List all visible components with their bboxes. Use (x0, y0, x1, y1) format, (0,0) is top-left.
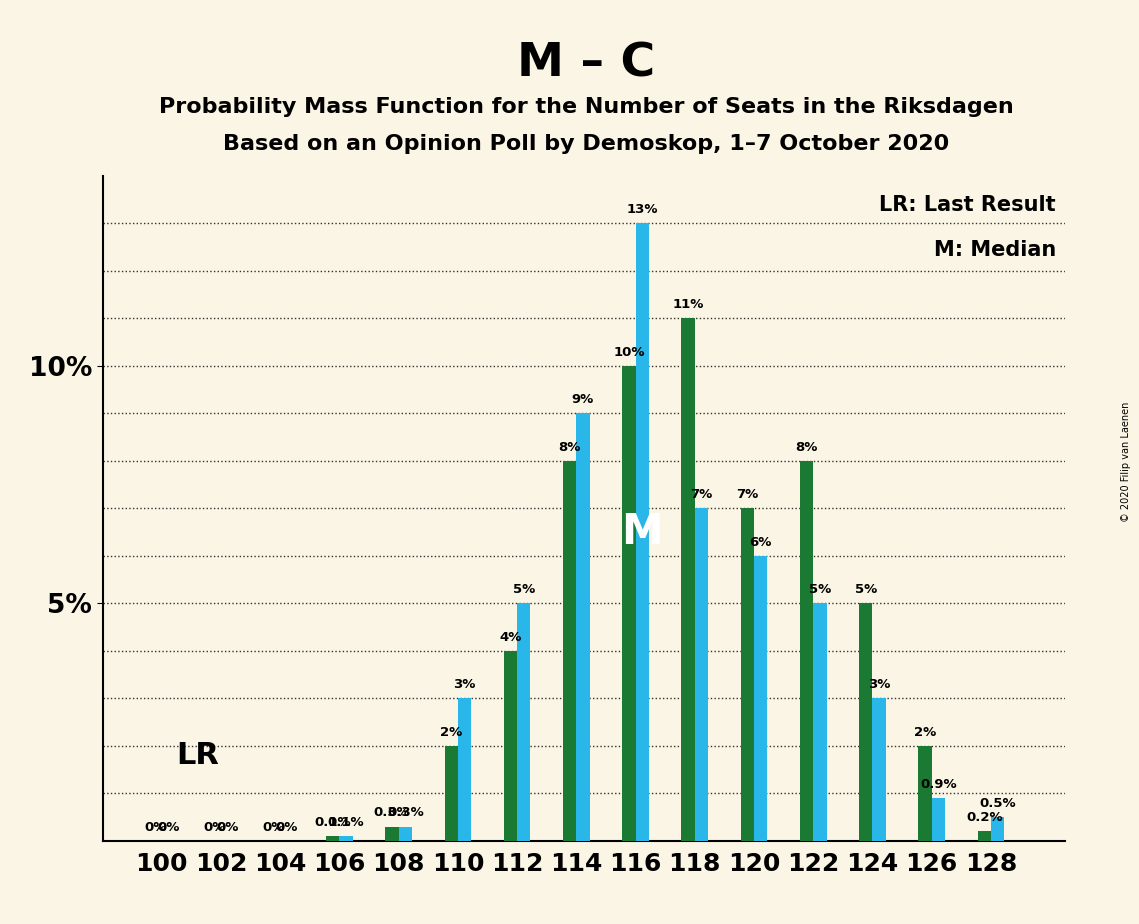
Bar (399, 827, 412, 841)
Bar (503, 650, 517, 841)
Text: 7%: 7% (736, 488, 759, 501)
Bar (932, 798, 945, 841)
Text: 0%: 0% (262, 821, 285, 833)
Bar (991, 817, 1005, 841)
Bar (385, 827, 399, 841)
Bar (918, 746, 932, 841)
Text: M: M (622, 511, 663, 553)
Text: 0.2%: 0.2% (966, 811, 1002, 824)
Bar (800, 461, 813, 841)
Bar (754, 555, 768, 841)
Text: 0%: 0% (157, 821, 180, 833)
Text: 5%: 5% (809, 583, 831, 596)
Text: 6%: 6% (749, 536, 772, 549)
Text: 0.5%: 0.5% (980, 797, 1016, 810)
Bar (576, 413, 590, 841)
Bar (813, 603, 827, 841)
Text: 5%: 5% (854, 583, 877, 596)
Text: 9%: 9% (572, 393, 595, 406)
Text: 7%: 7% (690, 488, 713, 501)
Bar (859, 603, 872, 841)
Bar (563, 461, 576, 841)
Text: 11%: 11% (672, 298, 704, 311)
Text: 0%: 0% (216, 821, 239, 833)
Text: 2%: 2% (440, 725, 462, 738)
Text: 0%: 0% (203, 821, 226, 833)
Bar (636, 223, 649, 841)
Bar (339, 836, 353, 841)
Text: M – C: M – C (517, 42, 656, 87)
Text: 2%: 2% (913, 725, 936, 738)
Text: Based on an Opinion Poll by Demoskop, 1–7 October 2020: Based on an Opinion Poll by Demoskop, 1–… (223, 134, 950, 154)
Text: M: Median: M: Median (934, 239, 1056, 260)
Bar (681, 318, 695, 841)
Text: LR: Last Result: LR: Last Result (879, 195, 1056, 214)
Text: 13%: 13% (626, 203, 658, 216)
Text: 8%: 8% (558, 441, 581, 454)
Text: 10%: 10% (613, 346, 645, 359)
Bar (695, 508, 708, 841)
Text: 3%: 3% (868, 678, 891, 691)
Bar (872, 699, 886, 841)
Bar (517, 603, 531, 841)
Bar (740, 508, 754, 841)
Bar (622, 366, 636, 841)
Text: Probability Mass Function for the Number of Seats in the Riksdagen: Probability Mass Function for the Number… (159, 97, 1014, 117)
Text: 8%: 8% (795, 441, 818, 454)
Text: © 2020 Filip van Laenen: © 2020 Filip van Laenen (1121, 402, 1131, 522)
Bar (977, 832, 991, 841)
Text: 0.3%: 0.3% (387, 807, 424, 820)
Text: 3%: 3% (453, 678, 476, 691)
Text: 0.9%: 0.9% (920, 778, 957, 791)
Text: 0.1%: 0.1% (314, 816, 351, 829)
Bar (458, 699, 472, 841)
Text: 0%: 0% (144, 821, 166, 833)
Bar (326, 836, 339, 841)
Text: 5%: 5% (513, 583, 535, 596)
Text: 4%: 4% (499, 631, 522, 644)
Text: 0.3%: 0.3% (374, 807, 410, 820)
Bar (444, 746, 458, 841)
Text: 0.1%: 0.1% (328, 816, 364, 829)
Text: 0%: 0% (276, 821, 298, 833)
Text: LR: LR (177, 740, 220, 770)
